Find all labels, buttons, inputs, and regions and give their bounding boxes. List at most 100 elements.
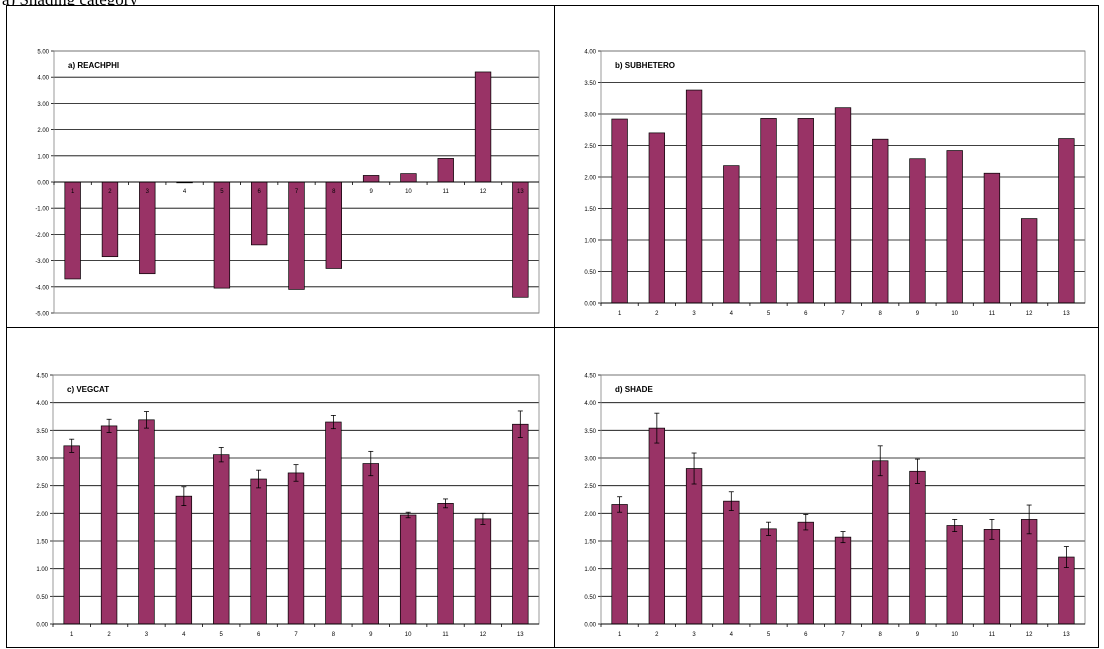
y-tick-label: 0.00 — [584, 623, 596, 629]
x-tick-label: 3 — [145, 632, 149, 638]
x-tick-label: 7 — [841, 311, 845, 317]
bar — [760, 528, 777, 625]
bar — [685, 468, 703, 625]
y-tick-label: 4.00 — [37, 76, 49, 82]
bar — [983, 172, 1001, 304]
bar — [175, 495, 193, 625]
y-tick-label: 3.00 — [584, 113, 596, 119]
bar — [760, 118, 777, 304]
y-tick-label: 2.00 — [584, 512, 596, 518]
bar — [362, 463, 379, 625]
bar — [834, 536, 852, 625]
bar — [64, 181, 81, 280]
x-tick-label: 1 — [618, 632, 622, 638]
x-tick-label: 3 — [146, 189, 150, 195]
y-tick-label: 2.00 — [37, 128, 49, 134]
bar — [611, 118, 628, 304]
x-tick-label: 12 — [1026, 632, 1033, 638]
x-tick-label: 10 — [405, 632, 412, 638]
bar — [909, 470, 926, 625]
y-tick-label: 3.50 — [584, 81, 596, 87]
y-tick-label: 2.50 — [584, 144, 596, 150]
y-tick-label: -5.00 — [35, 312, 49, 318]
bar — [685, 89, 703, 304]
x-tick-label: 9 — [916, 632, 920, 638]
bar — [909, 158, 926, 304]
y-tick-label: 3.50 — [584, 429, 596, 435]
bar — [797, 118, 814, 304]
x-tick-label: 12 — [480, 189, 487, 195]
bar — [946, 525, 963, 625]
x-tick-label: 13 — [1063, 311, 1070, 317]
bar — [288, 181, 305, 290]
bar — [362, 175, 380, 183]
bar — [723, 500, 740, 625]
bar — [213, 454, 230, 625]
y-tick-label: 1.00 — [584, 239, 596, 245]
bar — [213, 181, 231, 289]
bar — [512, 181, 529, 298]
chart-subhetero: 0.000.501.001.502.002.503.003.504.001 2 3 4… — [584, 50, 1086, 317]
x-tick-label: 11 — [442, 632, 449, 638]
y-tick-label: 1.50 — [584, 207, 596, 213]
chart-panel-reachphi: -5.00 -4.00 -3.00 -2.00 -1.00 0.00 1.00 2.00 3.0… — [6, 5, 555, 328]
y-tick-label: 0.50 — [584, 270, 596, 276]
x-tick-label: 2 — [655, 311, 659, 317]
bar — [797, 521, 814, 625]
x-tick-label: 5 — [220, 189, 224, 195]
x-tick-label: 1 — [70, 632, 74, 638]
chart-title: b) SUBHETERO — [615, 61, 675, 70]
chart-reachphi: -5.00 -4.00 -3.00 -2.00 -1.00 0.00 1.00 2.00 3.0… — [35, 50, 540, 318]
x-tick-label: 13 — [517, 632, 524, 638]
bar — [648, 132, 666, 304]
x-tick-label: 6 — [804, 311, 808, 317]
bar — [474, 518, 492, 625]
y-tick-label: 1.00 — [584, 567, 596, 573]
bar — [1020, 519, 1038, 625]
chart-panel-vegcat: 0.00 0.50 1.00 1.50 2.00 2.50 3.00 3.50 4.00 4.50… — [6, 327, 555, 648]
y-tick-label: 4.00 — [584, 50, 596, 56]
bar — [250, 478, 267, 625]
x-tick-label: 9 — [369, 189, 373, 195]
bar — [611, 504, 628, 625]
y-tick-label: 3.00 — [37, 102, 49, 108]
x-tick-label: 9 — [916, 311, 920, 317]
bar — [946, 150, 963, 304]
x-tick-label: 8 — [879, 632, 883, 638]
y-tick-label: 3.00 — [584, 457, 596, 463]
y-tick-label: 1.50 — [36, 540, 48, 546]
bar — [723, 165, 740, 304]
y-tick-label: 0.50 — [584, 595, 596, 601]
y-tick-label: 4.00 — [584, 401, 596, 407]
x-tick-label: 6 — [257, 632, 261, 638]
y-tick-label: 2.00 — [584, 176, 596, 182]
chart-shade: 0.00 0.50 1.00 1.50 2.00 2.50 3.00 3.50 4.00 4.50… — [584, 374, 1086, 638]
bar — [648, 427, 666, 625]
y-tick-label: 0.00 — [37, 181, 49, 187]
y-tick-label: 2.50 — [36, 484, 48, 490]
y-tick-label: -3.00 — [35, 259, 49, 265]
y-tick-label: -4.00 — [35, 285, 49, 291]
y-tick-label: 4.00 — [36, 401, 48, 407]
bar — [287, 472, 305, 625]
x-tick-label: 8 — [332, 189, 336, 195]
bar — [400, 173, 417, 183]
y-tick-label: 4.50 — [36, 374, 48, 380]
y-tick-label: 0.50 — [36, 595, 48, 601]
x-tick-label: 11 — [989, 311, 996, 317]
bar — [872, 460, 889, 625]
bar — [100, 425, 118, 625]
y-tick-label: 5.00 — [37, 50, 49, 56]
x-tick-label: 7 — [841, 632, 845, 638]
x-tick-label: 5 — [767, 311, 771, 317]
y-tick-label: 3.50 — [36, 429, 48, 435]
x-tick-label: 8 — [879, 311, 883, 317]
y-tick-label: 0.00 — [584, 302, 596, 308]
x-tick-label: 6 — [258, 189, 262, 195]
bar — [872, 138, 889, 304]
x-tick-label: 4 — [730, 632, 734, 638]
x-tick-label: 5 — [220, 632, 224, 638]
bar — [139, 181, 156, 275]
x-tick-label: 4 — [183, 189, 187, 195]
x-tick-label: 11 — [989, 632, 996, 638]
